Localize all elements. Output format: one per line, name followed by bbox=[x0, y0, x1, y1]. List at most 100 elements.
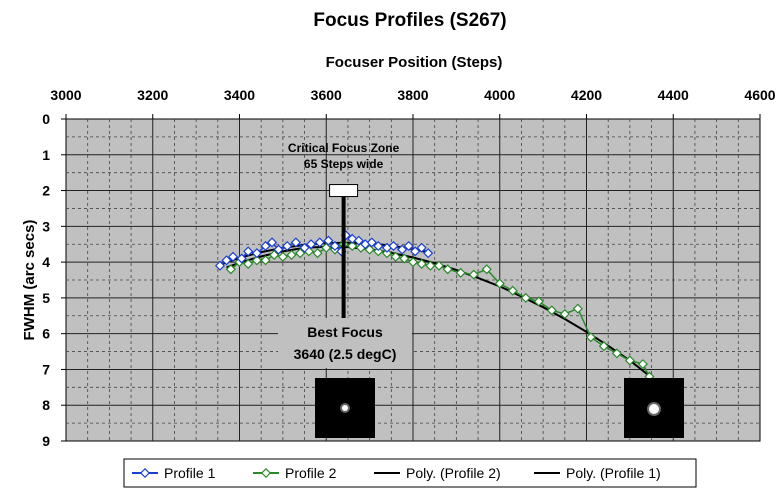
data-point bbox=[312, 248, 323, 259]
data-point bbox=[269, 249, 280, 261]
data-point bbox=[329, 240, 340, 252]
data-point bbox=[520, 292, 531, 303]
data-point bbox=[423, 248, 434, 259]
y-tick-label: 5 bbox=[42, 290, 50, 306]
data-point bbox=[227, 251, 239, 262]
legend-swatch-marker bbox=[139, 467, 151, 479]
data-point bbox=[214, 260, 226, 271]
data-point bbox=[416, 242, 427, 253]
x-tick-label: 3800 bbox=[397, 87, 428, 103]
x-tick-label: 4200 bbox=[571, 87, 602, 103]
data-point bbox=[286, 249, 297, 261]
data-point bbox=[637, 359, 648, 370]
data-point bbox=[611, 348, 622, 359]
data-point bbox=[282, 240, 293, 252]
y-tick-label: 7 bbox=[42, 361, 50, 377]
data-point bbox=[624, 355, 635, 366]
y-tick-label: 8 bbox=[42, 397, 50, 413]
data-point bbox=[533, 296, 544, 307]
data-point bbox=[455, 267, 466, 278]
legend-label: Profile 2 bbox=[285, 465, 337, 481]
data-point bbox=[410, 246, 421, 257]
data-point bbox=[321, 242, 332, 253]
annotations: Critical Focus Zone 65 Steps wide Best Foc… bbox=[278, 141, 684, 438]
data-series bbox=[214, 230, 655, 382]
x-tick-label: 4000 bbox=[484, 87, 515, 103]
data-point bbox=[221, 255, 232, 266]
data-point bbox=[353, 235, 364, 246]
data-point bbox=[407, 257, 419, 268]
data-point bbox=[260, 255, 271, 266]
legend: Profile 1 Profile 2 Poly. (Profile 2) Poly.… bbox=[123, 458, 697, 488]
data-point bbox=[260, 240, 271, 252]
x-axis-label: Focuser Position (Steps) bbox=[326, 54, 503, 71]
data-point bbox=[399, 253, 410, 264]
data-point bbox=[598, 341, 609, 352]
best-focus-label-2: 3640 (2.5 degC) bbox=[294, 346, 397, 362]
data-point bbox=[494, 278, 505, 289]
data-point bbox=[403, 240, 414, 252]
y-axis-label: FWHM (arc secs) bbox=[21, 220, 38, 341]
data-point bbox=[507, 285, 518, 296]
y-tick-label: 3 bbox=[42, 218, 50, 234]
legend-box bbox=[123, 458, 697, 488]
y-tick-label: 9 bbox=[42, 433, 50, 449]
data-point bbox=[572, 303, 583, 314]
critical-zone-label-1: Critical Focus Zone bbox=[288, 141, 400, 155]
y-tick-label: 1 bbox=[42, 147, 50, 163]
x-tick-label: 3400 bbox=[224, 87, 255, 103]
x-tick-label: 3200 bbox=[137, 87, 168, 103]
data-point bbox=[481, 264, 492, 275]
data-point bbox=[381, 248, 393, 259]
legend-label: Poly. (Profile 2) bbox=[406, 465, 501, 481]
data-point bbox=[468, 269, 479, 280]
data-point bbox=[366, 237, 377, 248]
data-point bbox=[323, 235, 334, 246]
data-point bbox=[546, 305, 557, 316]
data-point bbox=[390, 251, 401, 262]
data-point bbox=[273, 244, 284, 255]
data-point bbox=[433, 260, 445, 271]
data-point bbox=[266, 237, 278, 248]
y-tick-label: 6 bbox=[42, 326, 50, 342]
data-point bbox=[585, 332, 596, 343]
data-point bbox=[416, 258, 427, 269]
chart-title: Focus Profiles (S267) bbox=[313, 10, 506, 31]
data-point bbox=[295, 248, 306, 259]
data-point bbox=[425, 260, 436, 271]
data-point bbox=[236, 253, 247, 264]
axis-ticks: 3000 3200 3400 3600 3800 4000 4200 4400 4600 0 1 2 3… bbox=[42, 87, 776, 449]
data-point bbox=[314, 237, 325, 248]
data-point bbox=[397, 244, 408, 255]
data-point bbox=[243, 246, 254, 257]
data-point bbox=[225, 264, 236, 275]
best-focus-star-image-core bbox=[342, 405, 348, 411]
best-focus-label-1: Best Focus bbox=[307, 324, 383, 340]
y-tick-label: 2 bbox=[42, 183, 50, 199]
legend-label: Poly. (Profile 1) bbox=[566, 465, 661, 481]
data-point bbox=[364, 244, 375, 255]
best-focus-label-bg bbox=[278, 318, 412, 368]
y-tick-label: 4 bbox=[42, 254, 50, 270]
data-point bbox=[388, 240, 399, 252]
data-point bbox=[251, 255, 262, 266]
critical-focus-zone-box bbox=[329, 184, 359, 198]
legend-swatch-marker bbox=[260, 467, 272, 479]
x-tick-label: 4600 bbox=[744, 87, 775, 103]
data-point bbox=[373, 246, 384, 257]
data-point bbox=[442, 264, 453, 275]
data-point bbox=[373, 240, 384, 252]
data-point bbox=[347, 240, 358, 252]
data-point bbox=[306, 239, 317, 250]
critical-zone-label-2: 65 Steps wide bbox=[304, 157, 384, 171]
data-point bbox=[290, 237, 301, 248]
defocused-star-image-core bbox=[649, 404, 659, 414]
legend-label: Profile 1 bbox=[164, 465, 216, 481]
x-tick-label: 4400 bbox=[658, 87, 689, 103]
data-point bbox=[243, 258, 254, 269]
series-line-2 bbox=[226, 245, 651, 377]
x-tick-label: 3000 bbox=[50, 87, 81, 103]
x-tick-label: 3600 bbox=[311, 87, 342, 103]
data-point bbox=[559, 308, 570, 320]
